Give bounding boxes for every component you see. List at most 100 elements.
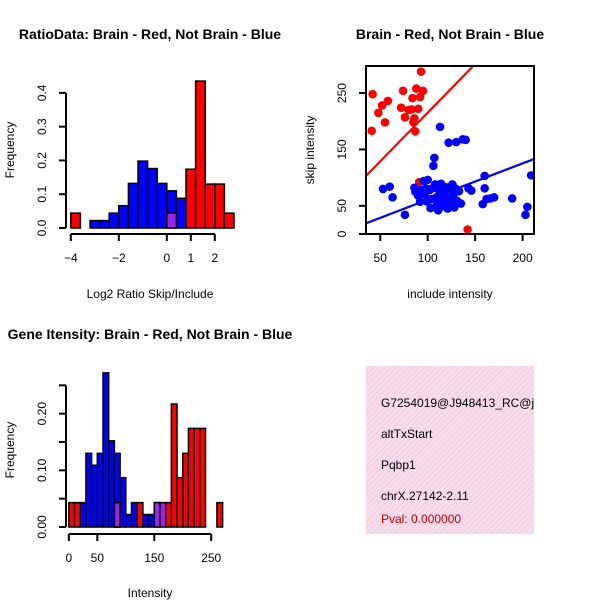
ratio-bar-brain [204,183,216,229]
intensity-bar-not-brain [119,476,127,528]
ratio-bar-brain [194,80,206,229]
ratio-x-tick-label: −4 [64,251,78,265]
scatter-point-brain [408,93,417,103]
ratio-bar-brain [70,212,82,229]
ratio-bar-overlap [166,212,178,229]
scatter-point-brain [410,114,419,123]
scatter-point-not-brain [489,193,499,202]
scatter-point-not-brain [507,194,517,203]
scatter-point-not-brain [523,202,532,212]
scatter-x-axis-label: include intensity [407,287,492,301]
ratio-bar-not-brain [127,182,139,229]
ratio-x-tick-label: −2 [112,251,126,265]
intensity-x-axis-label: Intensity [128,586,173,600]
intensity-bar-brain [136,501,144,528]
scatter-plot-area [366,66,534,234]
scatter-x-tick-label: 100 [418,251,438,265]
scatter-point-brain [398,86,408,96]
intensity-bar-not-brain [142,513,150,528]
ratio-y-axis-label: Frequency [3,122,17,179]
intensity-bar-brain [73,501,81,528]
ratio-bar-not-brain [175,197,187,229]
ratio-y-tick-label: 0.2 [35,152,49,169]
scatter-point-not-brain [456,199,466,208]
intensity-bar-not-brain [102,372,110,528]
scatter-point-brain [383,96,393,106]
scatter-point-not-brain [443,204,452,213]
scatter-y-tick-label: 250 [335,83,349,103]
intensity-bar-not-brain [79,501,87,528]
ratio-x-tick-label: 0 [163,251,170,265]
intensity-bar-overlap [153,501,161,528]
gene-name-text: Pqbp1 [381,458,416,472]
ratio-histogram: −4 −2 0 1 2 0.0 0.1 0.2 0.3 0.4 [35,80,235,265]
scatter-point-not-brain [385,182,395,191]
location-text: chrX.27142-2.11 [381,489,469,503]
scatter-point-brain [367,126,376,136]
fit-line-brain [366,66,475,177]
event-type-text: altTxStart [381,427,433,441]
ratio-bar-not-brain [89,219,101,229]
scatter-point-not-brain [388,193,397,202]
info-text-clip: G7254019@J948413_RC@j15 altTxStart Pqbp1… [381,396,534,526]
intensity-y-tick-label: 0.10 [35,458,49,482]
scatter-point-brain [407,105,416,114]
scatter-point-brain [463,225,472,234]
intensity-bar-not-brain [130,501,138,528]
intensity-bar-brain [164,501,173,528]
pval-text: Pval: 0.000000 [381,512,461,526]
intensity-bar-brain [216,501,224,528]
scatter-y-tick-label: 0 [335,230,349,237]
ratio-x-axis-label: Log2 Ratio Skip/Include [87,287,214,301]
ratio-bar-not-brain [137,160,149,229]
ratio-x-tick-label: 2 [211,251,218,265]
intensity-bar-brain [199,427,207,528]
intensity-y-tick-label: 0.00 [35,515,49,539]
scatter-point-brain [400,113,410,122]
ratio-y-tick-label: 0.1 [35,186,49,203]
intensity-chart-title: Gene Itensity: Brain - Red, Not Brain - … [8,326,293,342]
intensity-bar-brain [176,476,184,528]
scatter-point-not-brain [423,175,432,185]
intensity-histogram: 0 50 150 250 0.00 0.10 0.20 [35,372,224,565]
intensity-bar-brain [68,501,76,528]
intensity-bar-not-brain [147,513,156,528]
intensity-x-tick-label: 50 [91,551,105,565]
ratio-bar-brain [223,212,235,229]
ratio-bar-not-brain [98,219,110,229]
ratio-y-tick-label: 0.4 [35,84,49,101]
scatter-point-not-brain [378,184,388,194]
scatter-point-not-brain [521,210,530,220]
scatter-point-brain [411,127,420,136]
scatter-point-not-brain [467,186,476,195]
info-panel-background [366,366,534,534]
ratio-chart-title: RatioData: Brain - Red, Not Brain - Blue [19,26,281,42]
scatter-point-brain [418,86,428,96]
scatter-point-brain [396,103,406,113]
ratio-y-tick-label: 0.3 [35,118,49,135]
scatter-point-not-brain [480,184,489,193]
ratio-x-tick-label: 1 [187,251,194,265]
scatter-point-not-brain [444,138,453,147]
intensity-bar-not-brain [125,513,133,528]
ratio-y-tick-label: 0.0 [35,219,49,236]
intensity-bar-brain [170,403,178,528]
intensity-x-tick-label: 150 [144,551,164,565]
scatter-point-not-brain [451,137,461,147]
info-panel: G7254019@J948413_RC@j15 altTxStart Pqbp1… [366,366,534,534]
ratio-bar-brain [185,168,197,229]
intensity-bar-overlap [113,501,121,528]
intensity-bar-brain [193,427,201,528]
ratio-bar-not-brain [118,204,130,229]
intensity-bar-not-brain [107,440,116,528]
ratio-bar-not-brain [156,182,168,229]
scatter-point-brain [413,104,423,114]
fit-line-not-brain [366,157,534,225]
ratio-bar-not-brain [108,212,120,229]
scatter-point-not-brain [449,203,459,212]
intensity-bar-overlap [159,501,167,528]
intensity-y-axis-label: Frequency [3,422,17,479]
intensity-bar-not-brain [85,452,93,528]
intensity-x-tick-label: 250 [201,551,221,565]
